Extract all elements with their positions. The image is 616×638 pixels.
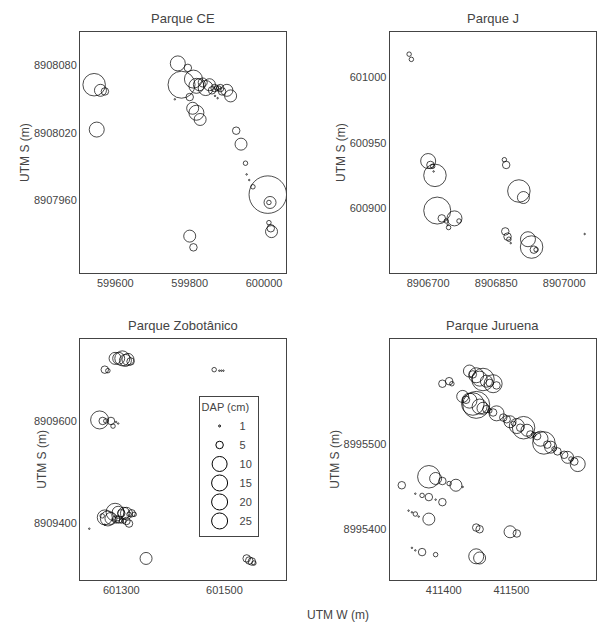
svg-text:UTM S (m): UTM S (m): [334, 123, 348, 182]
svg-text:Parque Juruena: Parque Juruena: [446, 318, 539, 333]
svg-text:UTM S (m): UTM S (m): [35, 430, 49, 489]
svg-text:UTM W (m): UTM W (m): [307, 608, 369, 622]
svg-text:5: 5: [240, 439, 246, 451]
svg-text:8995400: 8995400: [344, 523, 387, 535]
svg-text:600900: 600900: [350, 202, 387, 214]
svg-text:601000: 601000: [350, 71, 387, 83]
svg-text:8908080: 8908080: [34, 59, 77, 71]
svg-text:599800: 599800: [171, 277, 208, 289]
svg-text:8909400: 8909400: [34, 517, 77, 529]
svg-text:600950: 600950: [350, 137, 387, 149]
svg-text:411400: 411400: [426, 584, 462, 596]
svg-text:601300: 601300: [103, 584, 140, 596]
svg-text:Parque J: Parque J: [467, 11, 519, 26]
svg-text:UTM S (m): UTM S (m): [328, 430, 342, 489]
svg-text:8906700: 8906700: [407, 277, 450, 289]
svg-text:8908020: 8908020: [34, 127, 77, 139]
svg-text:8995500: 8995500: [344, 438, 387, 450]
svg-text:8909600: 8909600: [34, 415, 77, 427]
svg-text:8906850: 8906850: [475, 277, 518, 289]
svg-text:600000: 600000: [246, 277, 283, 289]
svg-text:UTM S (m): UTM S (m): [18, 123, 32, 182]
svg-text:DAP (cm): DAP (cm): [202, 401, 249, 413]
svg-text:25: 25: [240, 515, 252, 527]
svg-text:8907000: 8907000: [543, 277, 586, 289]
svg-text:599600: 599600: [97, 277, 134, 289]
svg-text:Parque Zobotânico: Parque Zobotânico: [128, 318, 238, 333]
svg-text:411500: 411500: [493, 584, 529, 596]
svg-text:15: 15: [240, 477, 252, 489]
svg-text:10: 10: [240, 458, 252, 470]
svg-text:8907960: 8907960: [34, 194, 77, 206]
svg-text:20: 20: [240, 496, 252, 508]
svg-text:Parque CE: Parque CE: [151, 11, 215, 26]
svg-text:601500: 601500: [206, 584, 243, 596]
svg-text:1: 1: [240, 420, 246, 432]
